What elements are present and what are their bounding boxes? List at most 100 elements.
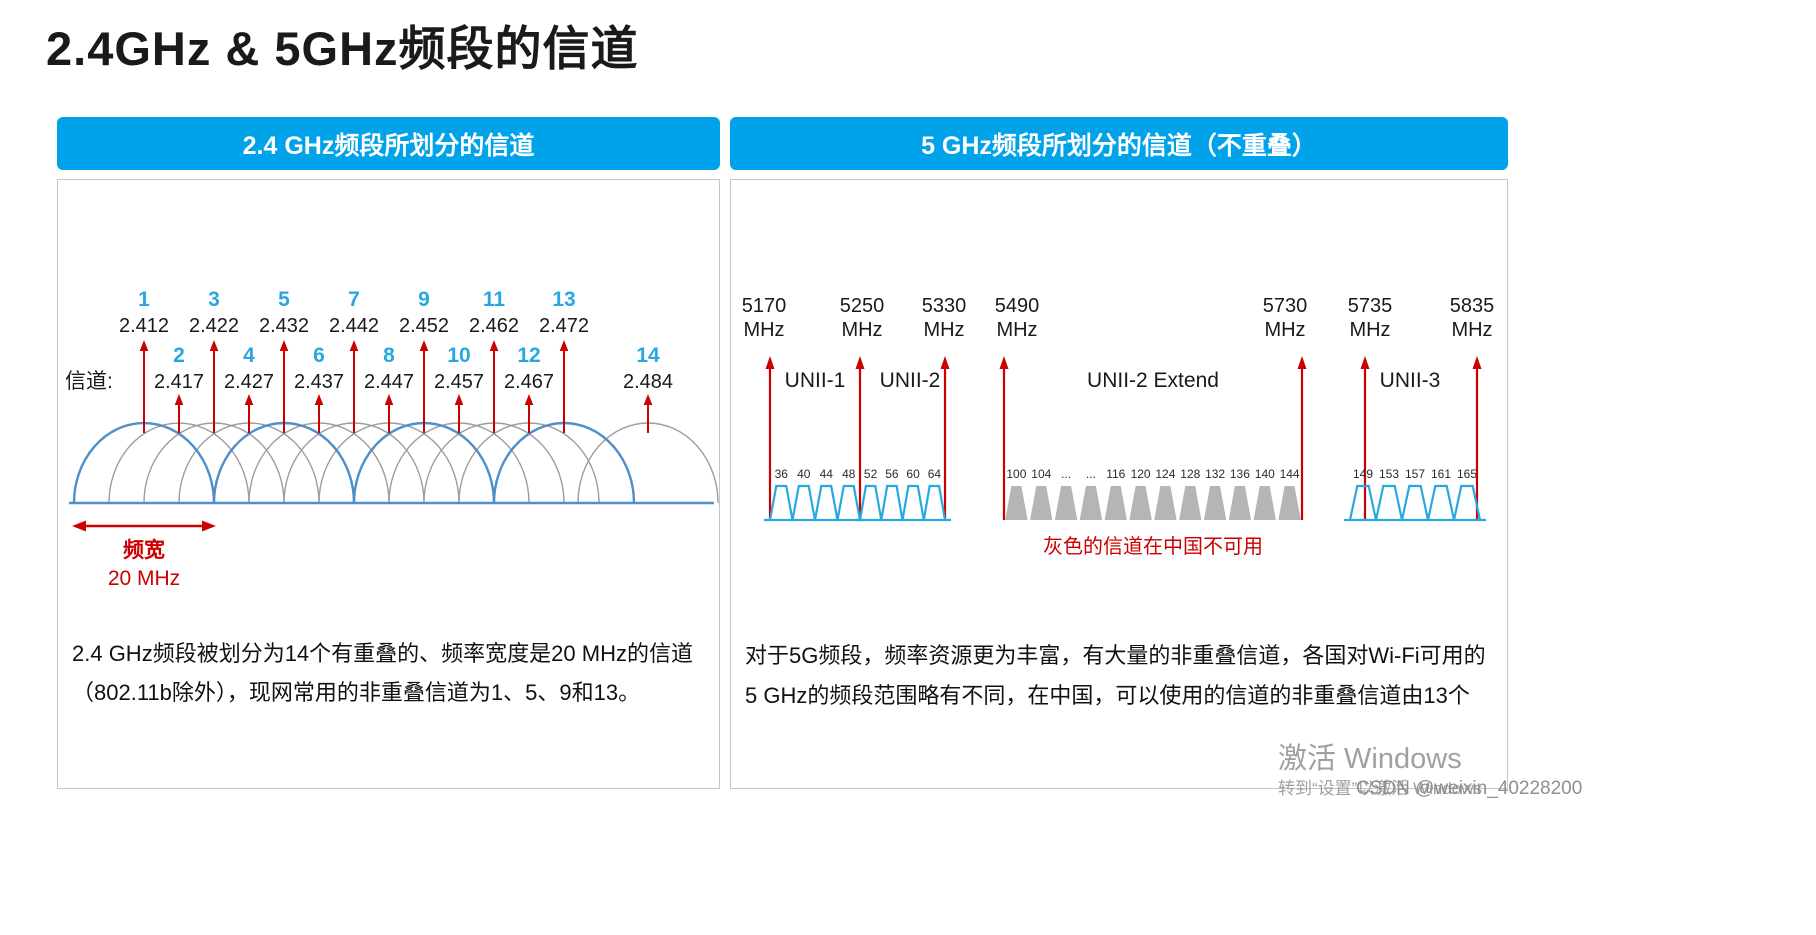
channel-pointer-head: [139, 340, 149, 351]
freq-marker-value: 5170: [742, 295, 787, 317]
channel-frequency: 2.422: [189, 315, 239, 337]
freq-marker-value: 5835: [1450, 295, 1495, 317]
panel-2-4ghz: 2.4 GHz频段所划分的信道 1 2.412 3 2.422 5 2.432 7 2.442…: [57, 117, 720, 789]
channel-pointer-head: [174, 394, 184, 405]
channel-axis-label: 信道:: [65, 370, 113, 393]
freq-marker-value: 5735: [1348, 295, 1393, 317]
freq-marker-unit: MHz: [1264, 319, 1305, 341]
freq-arrow-head: [1472, 356, 1482, 369]
channel-pointer-head: [454, 394, 464, 405]
freq-marker-unit: MHz: [1349, 319, 1390, 341]
2-4ghz-channel-diagram: 1 2.412 3 2.422 5 2.432 7 2.442 9 2.452 11 2.462 13 2…: [65, 288, 719, 588]
band-label: UNII-3: [1380, 369, 1441, 392]
channel-frequency: 2.417: [154, 371, 204, 393]
unavailable-note: 灰色的信道在中国不可用: [1043, 535, 1263, 558]
freq-arrow-head: [999, 356, 1009, 369]
channel-number: 12: [517, 344, 540, 367]
channel-pointer-head: [349, 340, 359, 351]
freq-arrow-head: [1297, 356, 1307, 369]
panel-5ghz-description: 对于5G频段，频率资源更为丰富，有大量的非重叠信道，各国对Wi-Fi可用的5 G…: [745, 643, 1486, 708]
bandwidth-label: 频宽: [123, 538, 165, 562]
freq-marker-unit: MHz: [743, 319, 784, 341]
channel-number: 7: [348, 288, 360, 311]
channel-arc-primary: [72, 421, 216, 504]
band-channel-number: 64: [928, 467, 942, 481]
band-waveform-available: [1348, 484, 1482, 521]
channel-frequency: 2.472: [539, 315, 589, 337]
band-label: UNII-2 Extend: [1087, 369, 1219, 392]
windows-activate-watermark: 激活 Windows: [1278, 743, 1462, 775]
band-channel-number: 157: [1405, 467, 1425, 481]
band-waveform-unavailable: [1154, 486, 1177, 520]
channel-frequency: 2.452: [399, 315, 449, 337]
freq-marker-unit: MHz: [996, 319, 1037, 341]
channel-frequency: 2.427: [224, 371, 274, 393]
channel-number: 3: [208, 288, 220, 311]
band-channel-number: 120: [1131, 467, 1151, 481]
band-waveform-unavailable: [1104, 486, 1127, 520]
channel-pointer-head: [384, 394, 394, 405]
band-channel-number: 149: [1353, 467, 1373, 481]
band-channel-number: 100: [1006, 467, 1026, 481]
band-channel-number: 48: [842, 467, 856, 481]
band-channel-number: 104: [1031, 467, 1051, 481]
band-waveform-unavailable: [1054, 486, 1078, 520]
channel-pointer-head: [314, 394, 324, 405]
band-channel-number: 60: [906, 467, 920, 481]
channel-number: 5: [278, 288, 290, 311]
freq-marker-value: 5730: [1263, 295, 1308, 317]
band-waveform-unavailable: [1030, 486, 1053, 520]
band-waveform-available: [768, 484, 862, 521]
channel-pointer-head: [559, 340, 569, 351]
channel-frequency: 2.437: [294, 371, 344, 393]
freq-marker-unit: MHz: [841, 319, 882, 341]
channel-frequency: 2.432: [259, 315, 309, 337]
channel-number: 9: [418, 288, 430, 311]
panel-5ghz: 5 GHz频段所划分的信道（不重叠） 5170 MHz 5250 MHz 5330 MHz…: [730, 117, 1508, 789]
panel-5ghz-body: 5170 MHz 5250 MHz 5330 MHz 5490 MHz 5730 MHz 5735 M…: [730, 179, 1508, 789]
band-waveform-unavailable: [1005, 486, 1028, 520]
freq-arrow-head: [765, 356, 775, 369]
csdn-watermark: CSDN @weixin_40228200: [1356, 778, 1583, 799]
band-channel-number: ...: [1061, 467, 1071, 481]
channel-frequency: 2.457: [434, 371, 484, 393]
freq-marker-value: 5330: [922, 295, 967, 317]
channel-number: 13: [552, 288, 575, 311]
channel-arc: [108, 422, 250, 504]
panel-2-4ghz-header: 2.4 GHz频段所划分的信道: [57, 117, 720, 170]
band-waveform-available: [858, 484, 947, 521]
channel-pointer-head: [524, 394, 534, 405]
band-waveform-unavailable: [1179, 486, 1202, 520]
freq-marker-unit: MHz: [1451, 319, 1492, 341]
freq-marker-value: 5250: [840, 295, 885, 317]
band-waveform-unavailable: [1228, 486, 1252, 520]
channel-frequency: 2.467: [504, 371, 554, 393]
channel-frequency: 2.484: [623, 371, 673, 393]
windows-activate-hint: 转到“设置”以激活 Windows: [1278, 779, 1483, 798]
freq-marker-unit: MHz: [923, 319, 964, 341]
5ghz-channel-diagram: 5170MHz5250MHz5330MHz5490MHz5730MHz5735M…: [742, 295, 1495, 558]
band-channel-number: 132: [1205, 467, 1225, 481]
channel-number: 10: [447, 344, 470, 367]
band-channel-number: 44: [820, 467, 834, 481]
channel-pointer-head: [244, 394, 254, 405]
channel-number: 8: [383, 344, 395, 367]
panel-2-4ghz-body: 1 2.412 3 2.422 5 2.432 7 2.442 9 2.452 11 2.462 13 2…: [57, 179, 720, 789]
channel-frequency: 2.442: [329, 315, 379, 337]
freq-marker-value: 5490: [995, 295, 1040, 317]
channel-pointer-head: [419, 340, 429, 351]
band-channel-number: 124: [1155, 467, 1175, 481]
channel-frequency: 2.447: [364, 371, 414, 393]
band-channel-number: 128: [1180, 467, 1200, 481]
band-channel-number: 153: [1379, 467, 1399, 481]
freq-arrow-head: [940, 356, 950, 369]
band-waveform-unavailable: [1203, 486, 1227, 520]
bandwidth-arrow-left-head: [72, 520, 86, 532]
channel-number: 2: [173, 344, 185, 367]
band-channel-number: 144: [1280, 467, 1300, 481]
channel-pointer-head: [643, 394, 653, 405]
channel-frequency: 2.412: [119, 315, 169, 337]
channel-number: 14: [636, 344, 660, 367]
freq-arrow-head: [855, 356, 865, 369]
band-channel-number: 161: [1431, 467, 1451, 481]
